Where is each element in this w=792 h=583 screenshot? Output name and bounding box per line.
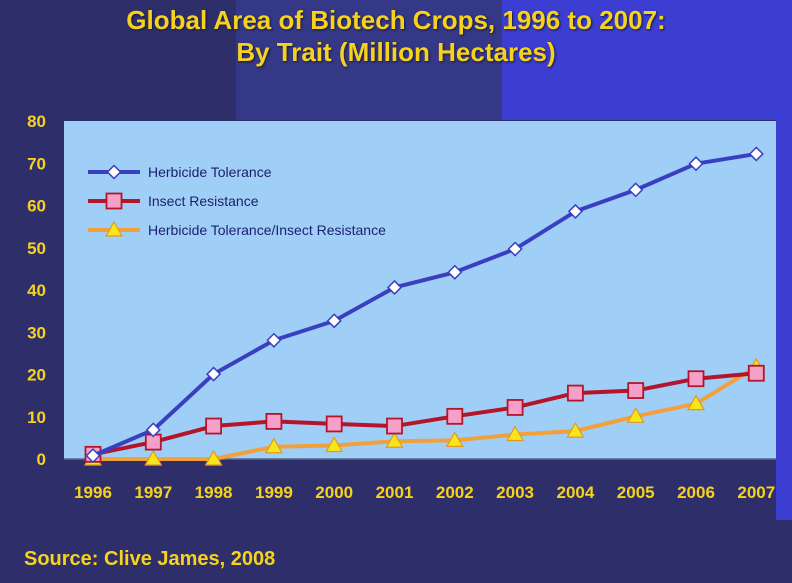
data-point: [507, 241, 523, 257]
data-point: [144, 449, 163, 466]
y-tick-label: 0: [37, 450, 46, 469]
series-layer: [83, 146, 766, 466]
y-tick-label: 20: [27, 366, 46, 385]
legend-marker: [104, 220, 124, 237]
data-point: [204, 449, 223, 466]
series-line: [92, 371, 757, 457]
x-tick-label: 2000: [315, 483, 353, 502]
data-point: [688, 156, 704, 172]
data-point: [506, 399, 524, 416]
y-tick-labels: 0 10 20 30 40 50 60 70 80: [27, 112, 46, 469]
y-tick-label: 80: [27, 112, 46, 131]
data-point: [326, 313, 342, 329]
x-tick-label: 2002: [436, 483, 474, 502]
data-point: [687, 370, 705, 388]
data-point: [747, 364, 765, 382]
legend-label: Insect Resistance: [148, 193, 259, 209]
source-note: Source: Clive James, 2008: [24, 548, 276, 570]
x-tick-label: 2004: [556, 483, 594, 502]
x-tick-label: 2005: [617, 483, 655, 502]
data-point: [325, 436, 344, 453]
y-tick-label: 60: [27, 197, 46, 216]
data-point: [385, 432, 404, 448]
data-point: [264, 437, 283, 454]
data-point: [506, 425, 525, 442]
legend-marker: [105, 192, 123, 210]
chart-title-line-1: Global Area of Biotech Crops, 1996 to 20…: [126, 5, 666, 35]
chart-title-line-2: By Trait (Million Hectares): [236, 37, 556, 67]
x-tick-label: 2006: [677, 483, 715, 502]
y-tick-label: 70: [27, 154, 46, 173]
x-tick-label: 2001: [376, 483, 414, 502]
y-tick-label: 10: [27, 408, 46, 427]
data-point: [265, 412, 283, 430]
background-panel-right-lower: [776, 120, 792, 520]
chart-title: Global Area of Biotech Crops, 1996 to 20…: [0, 4, 792, 68]
x-tick-label: 1999: [255, 483, 293, 502]
data-point: [567, 203, 583, 219]
x-tick-label: 1998: [195, 483, 233, 502]
background-panel-center: [236, 0, 502, 120]
x-tick-labels: 1996 1997 1998 1999 2000 2001 2002 2003 2004 2005…: [74, 483, 775, 502]
data-point: [626, 407, 645, 423]
data-point: [325, 415, 343, 433]
data-point: [206, 366, 222, 382]
series-line: [93, 365, 758, 461]
data-point: [686, 394, 706, 411]
data-point: [447, 264, 463, 280]
legend-label: Herbicide Tolerance/Insect Resistance: [148, 222, 386, 238]
data-point: [386, 417, 403, 435]
data-point: [445, 431, 464, 448]
y-tick-label: 50: [27, 239, 46, 258]
y-tick-label: 40: [27, 281, 46, 300]
legend-marker: [106, 164, 122, 180]
data-point: [205, 417, 223, 435]
data-point: [145, 422, 161, 438]
x-tick-label: 1996: [74, 483, 112, 502]
data-point: [266, 332, 282, 348]
data-point: [627, 382, 645, 399]
series-1: [85, 146, 764, 464]
legend-label: Herbicide Tolerance: [148, 164, 272, 180]
data-point: [446, 407, 464, 425]
data-point: [567, 384, 584, 402]
x-tick-label: 2003: [496, 483, 534, 502]
data-point: [748, 146, 764, 162]
data-point: [566, 421, 585, 438]
legend: Herbicide Tolerance Insect Resistance Herb…: [88, 164, 386, 238]
y-tick-label: 30: [27, 323, 46, 342]
series-line: [92, 151, 757, 458]
data-point: [628, 182, 644, 198]
background-panel-right: [502, 0, 792, 120]
data-point: [386, 279, 403, 296]
data-point: [85, 448, 101, 464]
x-tick-label: 2007: [737, 483, 775, 502]
x-tick-label: 1997: [134, 483, 172, 502]
